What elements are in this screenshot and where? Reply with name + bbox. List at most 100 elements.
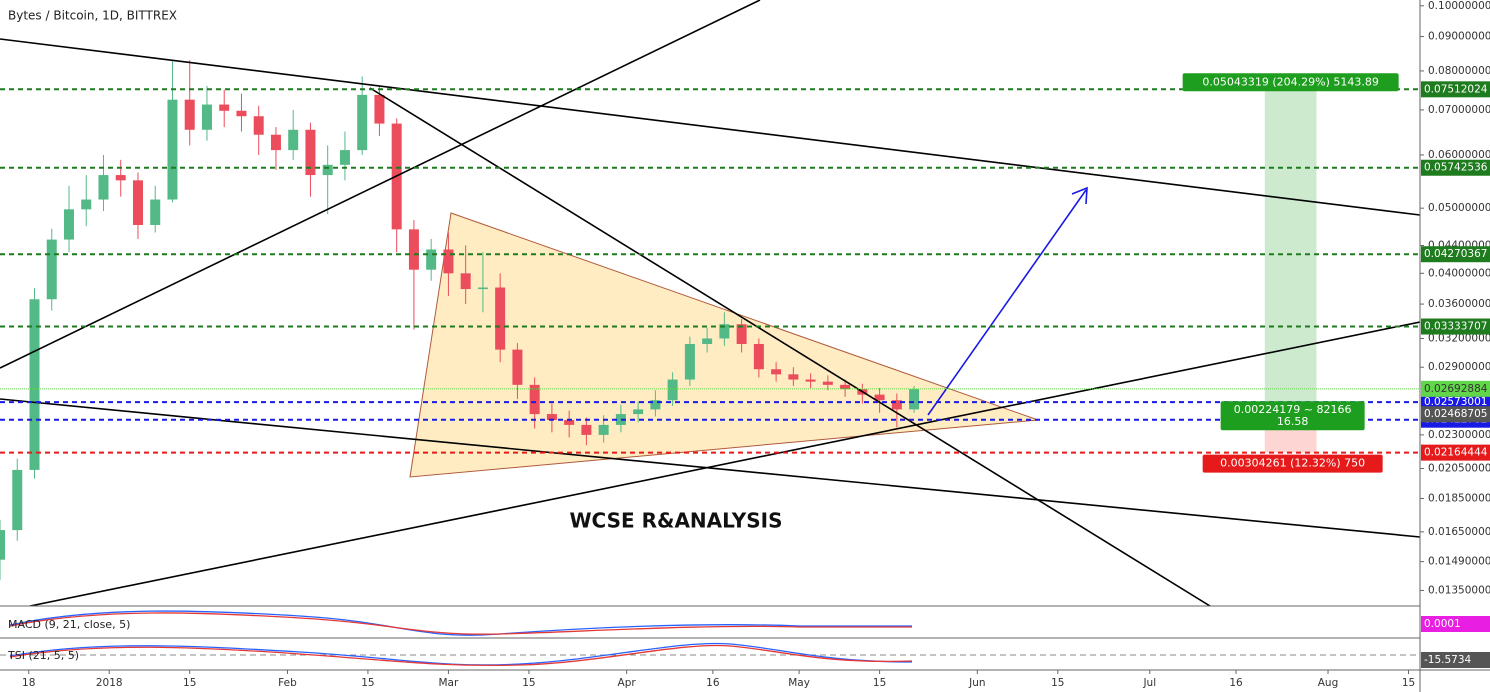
y-tick-label: 0.10000000 [1428,0,1490,12]
watermark: WCSE R&ANALYSIS [569,509,782,533]
y-tick-label: 0.01350000 [1428,584,1490,596]
x-tick-label: 15 [1051,677,1064,689]
x-tick-label: 15 [522,677,535,689]
candle-body [443,249,454,274]
y-tick-label: 0.09000000 [1428,31,1490,43]
trend-line [0,0,761,369]
indicator-value: 0.0001 [1424,618,1461,630]
candle-body [771,369,782,375]
candle-body [891,400,902,410]
candle-body [0,530,5,560]
level-label: 0.07512024 [1424,83,1488,95]
candle-body [115,175,126,181]
candle-body [288,129,299,151]
position-profit [1264,89,1317,415]
candle-body [909,389,920,410]
entry-label: 0.02468705 [1424,408,1487,420]
x-tick-label: 16 [706,677,720,689]
candle-body [305,129,316,176]
candle-body [650,400,661,410]
candle-body [63,209,74,240]
x-tick-label: 15 [361,677,374,689]
arrow-head [1071,186,1088,205]
last-price-label: 0.02692884 [1424,383,1488,395]
x-tick-label: Aug [1318,677,1339,689]
candle-body [270,134,281,151]
macd-signal [9,612,912,635]
x-tick-label: 15 [1402,677,1415,689]
candle-body [357,94,368,151]
price-pane [0,60,1317,580]
indicator-value: -15.5734 [1424,654,1472,666]
candle-body [408,229,419,270]
y-tick-label: 0.04000000 [1428,267,1490,279]
candle-body [150,199,161,225]
candle-body [598,424,609,435]
ratio-label: 16.58 [1277,415,1309,428]
candle-body [736,324,747,344]
trend-line [369,87,1211,606]
candle-body [684,343,695,380]
y-tick-label: 0.02050000 [1428,462,1490,474]
tsi-signal [9,644,913,667]
level-label-bg [1421,246,1490,263]
mid-label: 0.00224179 ~ 82166 [1234,403,1352,416]
y-tick-label: 0.06000000 [1428,149,1490,161]
x-tick-label: Feb [278,677,297,689]
candle-body [253,116,264,135]
x-tick-label: Mar [439,677,459,689]
y-tick-label: 0.02300000 [1428,429,1490,441]
indicator-value-bg [1421,616,1490,632]
y-tick-label: 0.08000000 [1428,65,1490,77]
candle-body [219,104,230,111]
mid-label-bg [1220,401,1365,431]
x-tick-label: Jun [968,677,985,689]
candle-body [29,299,40,470]
candle-body [495,287,506,350]
candle-body [512,349,523,385]
candle-body [874,394,885,401]
macd-line [9,610,912,636]
candle-body [546,414,557,421]
level-label-bg [1421,81,1490,98]
target-label-bg [1182,73,1399,92]
candle-body [788,374,799,380]
indicator-name: TSI (21, 5, 5) [7,649,79,662]
candle-body [667,379,678,401]
x-tick-label: 2018 [96,677,123,689]
y-tick-label: 0.01490000 [1428,556,1490,568]
y-tick-label: 0.03200000 [1428,332,1490,344]
candle-body [12,469,23,531]
x-tick-label: May [788,677,810,689]
level-label-bg [1421,159,1490,176]
y-tick-label: 0.05000000 [1428,202,1490,214]
candle-body [529,384,540,415]
chart-title: Bytes / Bitcoin, 1D, BITTREX [8,9,177,23]
stop-label: 0.00304261 (12.32%) 750 [1220,457,1365,470]
candle-body [339,150,350,165]
x-tick-label: 15 [873,677,886,689]
candle-body [167,99,178,200]
projection-arrow [927,189,1087,416]
level-label-bg [1421,394,1490,411]
x-tick-label: Jul [1142,677,1156,689]
y-tick-label: 0.07000000 [1428,104,1490,116]
trend-line [0,398,1420,538]
level-label-bg [1421,318,1490,335]
trend-lines [0,0,1420,606]
candle-body [615,414,626,425]
candle-body [581,424,592,435]
candle-body [805,379,816,382]
tsi-line [9,642,913,666]
target-label: 0.05043319 (204.29%) 5143.89 [1202,75,1379,88]
last-price-bg [1421,380,1490,397]
candle-body [81,199,92,210]
candle-body [460,273,471,290]
candle-body [322,164,333,176]
level-label: 0.03333707 [1424,321,1487,333]
candle-body [633,409,644,415]
level-label: 0.05742536 [1424,162,1488,174]
candle-body [98,175,109,200]
candle-body [822,381,833,385]
